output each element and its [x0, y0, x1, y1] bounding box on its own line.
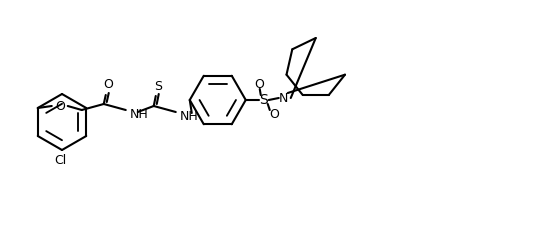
Text: O: O [269, 108, 279, 120]
Text: O: O [103, 78, 113, 91]
Text: NH: NH [130, 108, 149, 121]
Text: N: N [279, 91, 288, 104]
Text: S: S [154, 79, 162, 92]
Text: O: O [55, 100, 65, 113]
Text: O: O [254, 78, 264, 91]
Text: NH: NH [180, 110, 199, 124]
Text: S: S [259, 93, 268, 107]
Text: Cl: Cl [54, 154, 66, 167]
